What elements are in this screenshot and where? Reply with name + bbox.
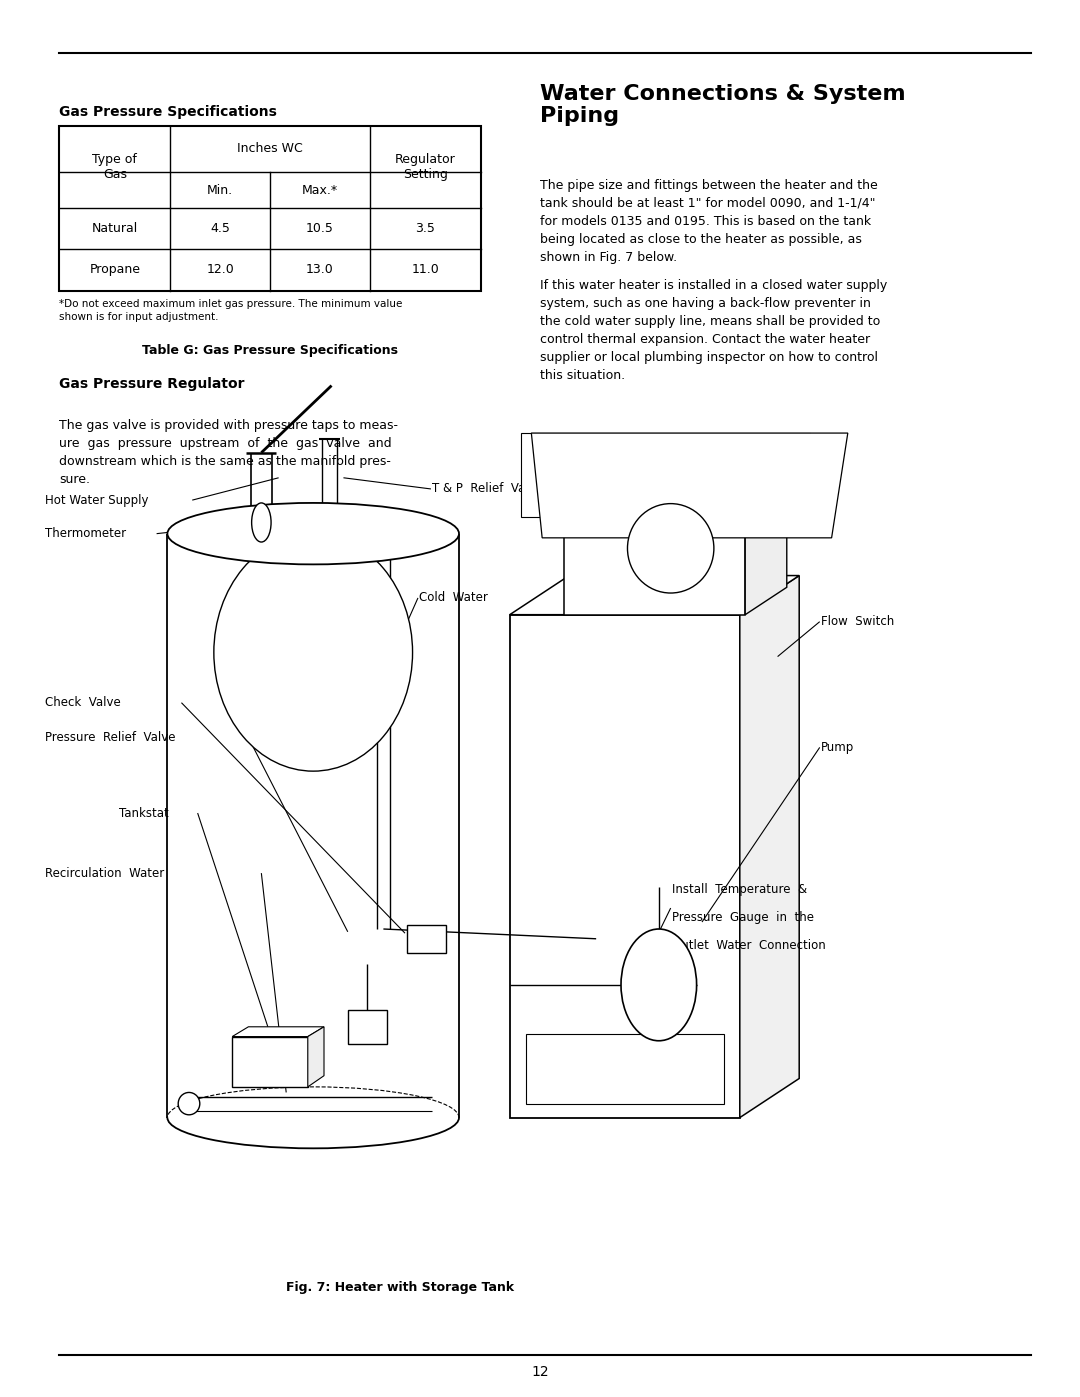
Ellipse shape	[214, 534, 413, 771]
Text: Thermometer: Thermometer	[45, 527, 126, 541]
Polygon shape	[740, 576, 799, 1118]
Text: Install  Temperature  &: Install Temperature &	[672, 883, 807, 895]
Text: Regulator
Setting: Regulator Setting	[394, 152, 456, 182]
Polygon shape	[232, 1037, 308, 1087]
Text: Pressure  Gauge  in  the: Pressure Gauge in the	[672, 911, 813, 923]
Text: 13.0: 13.0	[306, 264, 334, 277]
Polygon shape	[745, 454, 787, 615]
Text: Min.: Min.	[207, 183, 233, 197]
Polygon shape	[232, 1027, 324, 1037]
Text: Fig. 7: Heater with Storage Tank: Fig. 7: Heater with Storage Tank	[285, 1281, 514, 1294]
Ellipse shape	[627, 504, 714, 592]
Polygon shape	[348, 1010, 387, 1044]
Text: Flow  Switch: Flow Switch	[821, 615, 894, 629]
Text: Gas Pressure Specifications: Gas Pressure Specifications	[59, 105, 278, 119]
Ellipse shape	[167, 503, 459, 564]
Text: The gas valve is provided with pressure taps to meas-
ure  gas  pressure  upstre: The gas valve is provided with pressure …	[59, 419, 399, 486]
Text: Type of
Gas: Type of Gas	[93, 152, 137, 182]
Text: Table G: Gas Pressure Specifications: Table G: Gas Pressure Specifications	[141, 344, 399, 356]
Polygon shape	[564, 454, 787, 482]
Text: Propane: Propane	[90, 264, 140, 277]
Text: Recirculation  Water: Recirculation Water	[45, 866, 164, 880]
Text: The pipe size and fittings between the heater and the
tank should be at least 1": The pipe size and fittings between the h…	[540, 179, 878, 264]
Text: 12: 12	[531, 1365, 549, 1379]
Text: Pressure  Relief  Valve: Pressure Relief Valve	[45, 731, 176, 745]
Text: Pump: Pump	[821, 740, 854, 754]
Text: Natural: Natural	[92, 222, 138, 235]
Text: 11.0: 11.0	[411, 264, 438, 277]
Text: Outlet  Water  Connection: Outlet Water Connection	[672, 939, 825, 951]
Text: Max.*: Max.*	[301, 183, 338, 197]
Text: Gas Pressure Regulator: Gas Pressure Regulator	[59, 377, 245, 391]
Text: T & P  Relief  Valve: T & P Relief Valve	[432, 482, 543, 496]
Text: 12.0: 12.0	[206, 264, 234, 277]
Polygon shape	[510, 576, 799, 615]
Text: *Do not exceed maximum inlet gas pressure. The minimum value
shown is for input : *Do not exceed maximum inlet gas pressur…	[59, 299, 403, 323]
Ellipse shape	[252, 503, 271, 542]
Polygon shape	[531, 433, 848, 538]
Text: Hot Water Supply: Hot Water Supply	[45, 493, 149, 507]
Polygon shape	[407, 925, 446, 953]
Text: Check  Valve: Check Valve	[45, 696, 121, 710]
Text: Inches WC: Inches WC	[238, 142, 302, 155]
Text: If this water heater is installed in a closed water supply
system, such as one h: If this water heater is installed in a c…	[540, 279, 888, 383]
Text: Cold  Water: Cold Water	[419, 591, 488, 605]
Polygon shape	[510, 615, 740, 1118]
Text: Water Connections & System
Piping: Water Connections & System Piping	[540, 84, 906, 126]
Text: 3.5: 3.5	[415, 222, 435, 235]
Polygon shape	[521, 433, 810, 517]
Bar	[59, 126, 481, 291]
Text: 10.5: 10.5	[306, 222, 334, 235]
Polygon shape	[526, 1034, 724, 1104]
Ellipse shape	[621, 929, 697, 1041]
Polygon shape	[564, 482, 745, 615]
Polygon shape	[308, 1027, 324, 1087]
Text: 4.5: 4.5	[211, 222, 230, 235]
Text: Tankstat: Tankstat	[119, 806, 168, 820]
Ellipse shape	[178, 1092, 200, 1115]
